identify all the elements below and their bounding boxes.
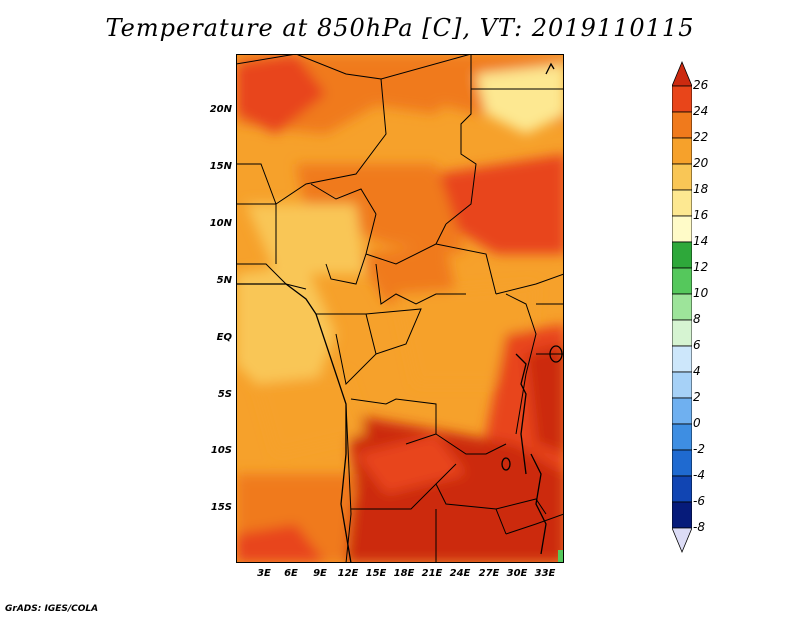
colorbar-swatch [672, 163, 692, 191]
map-title: Temperature at 850hPa [C], VT: 201911011… [105, 14, 695, 42]
lat-tick-label: EQ [216, 332, 232, 343]
map-border [236, 54, 564, 563]
colorbar-swatch [672, 501, 692, 529]
lon-tick-label: 3E [257, 568, 271, 579]
colorbar-tick-label: 10 [693, 286, 709, 300]
colorbar-swatch [672, 267, 692, 295]
colorbar-tick-label: 2 [693, 390, 701, 404]
lon-tick-label: 30E [506, 568, 528, 579]
lon-tick-label: 18E [393, 568, 415, 579]
colorbar-swatch [672, 215, 692, 243]
lon-tick-label: 15E [365, 568, 387, 579]
colorbar [672, 60, 692, 554]
colorbar-tick-label: 12 [693, 260, 709, 274]
temperature-map [236, 54, 564, 563]
colorbar-tick-label: 26 [693, 78, 709, 92]
colorbar-tick-label: 16 [693, 208, 709, 222]
lat-tick-label: 15S [210, 502, 232, 513]
colorbar-tick-label: 0 [693, 416, 701, 430]
lat-tick-label: 10N [209, 218, 232, 229]
lon-tick-label: 12E [337, 568, 359, 579]
lon-tick-label: 21E [421, 568, 443, 579]
colorbar-swatch [672, 137, 692, 165]
lon-tick-label: 33E [534, 568, 556, 579]
colorbar-swatch [672, 111, 692, 139]
colorbar-tick-label: 8 [693, 312, 701, 326]
colorbar-tick-label: -6 [693, 494, 705, 508]
lon-tick-label: 6E [284, 568, 298, 579]
colorbar-swatch [672, 475, 692, 503]
lat-tick-label: 5S [217, 389, 232, 400]
lon-tick-label: 24E [449, 568, 471, 579]
country-borders [236, 54, 564, 563]
colorbar-tick-label: -4 [693, 468, 705, 482]
colorbar-swatch [672, 85, 692, 113]
lon-tick-label: 27E [478, 568, 500, 579]
temperature-field [236, 54, 564, 563]
colorbar-swatch [672, 397, 692, 425]
colorbar-swatch [672, 319, 692, 347]
colorbar-swatch [672, 371, 692, 399]
colorbar-tick-label: -2 [693, 442, 705, 456]
lat-tick-label: 15N [209, 161, 232, 172]
colorbar-swatch [672, 449, 692, 477]
lat-tick-label: 10S [210, 445, 232, 456]
colorbar-tick-label: 6 [693, 338, 701, 352]
grads-credit: GrADS: IGES/COLA [5, 604, 99, 614]
colorbar-tick-label: 24 [693, 104, 709, 118]
lat-tick-label: 5N [216, 275, 232, 286]
colorbar-tick-label: 18 [693, 182, 709, 196]
colorbar-tick-label: -8 [693, 520, 705, 534]
colorbar-swatch [672, 189, 692, 217]
colorbar-swatch [672, 345, 692, 373]
colorbar-swatch [672, 241, 692, 269]
colorbar-tick-label: 14 [693, 234, 709, 248]
colorbar-swatch [672, 527, 692, 554]
lat-tick-label: 20N [209, 104, 232, 115]
colorbar-swatch [672, 293, 692, 321]
colorbar-swatch [672, 423, 692, 451]
colorbar-tick-label: 22 [693, 130, 709, 144]
lon-tick-label: 9E [313, 568, 327, 579]
colorbar-swatch [672, 60, 692, 87]
colorbar-tick-label: 20 [693, 156, 709, 170]
colorbar-tick-label: 4 [693, 364, 701, 378]
